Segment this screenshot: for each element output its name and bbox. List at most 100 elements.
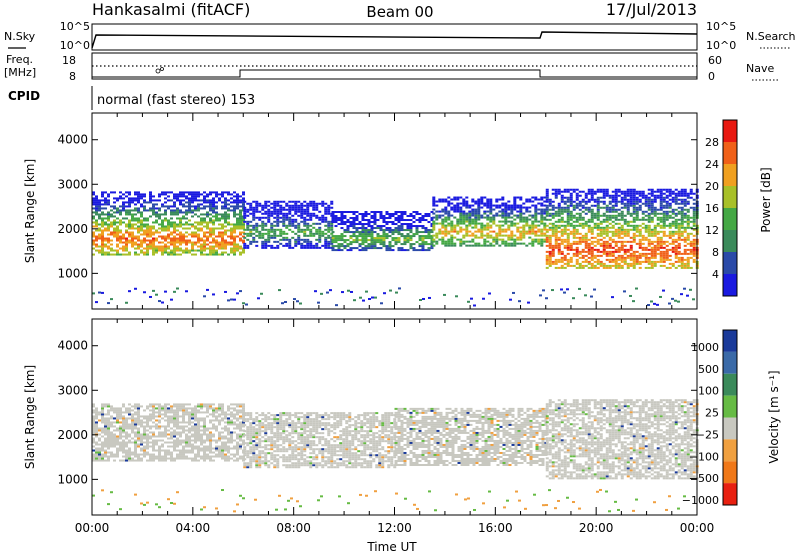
power-cell (230, 209, 233, 212)
power-cell (465, 212, 469, 215)
velocity-cell (218, 447, 221, 450)
power-cell (143, 233, 146, 236)
power-cell (155, 229, 158, 232)
velocity-cell (188, 411, 191, 414)
power-cell (671, 250, 675, 253)
power-cell (349, 225, 353, 228)
power-cell (146, 235, 149, 238)
velocity-cell (92, 415, 95, 418)
power-cell (468, 218, 472, 221)
power-cell (483, 224, 487, 227)
power-cell (125, 225, 128, 228)
power-cell (255, 224, 259, 227)
power-cell (355, 219, 359, 222)
power-cell (543, 204, 547, 207)
power-cell (456, 230, 460, 233)
velocity-cell (125, 437, 128, 440)
power-cell (566, 222, 570, 225)
power-cell (599, 262, 603, 265)
power-cell (273, 210, 277, 213)
power-cell (303, 232, 307, 235)
velocity-cell (146, 441, 149, 444)
power-cell (122, 217, 125, 220)
power-cell (188, 203, 191, 206)
power-cell (128, 197, 131, 200)
power-cell (686, 294, 689, 297)
power-cell (321, 244, 325, 247)
velocity-cell (155, 443, 158, 446)
power-cell (337, 223, 341, 226)
power-cell (674, 202, 678, 205)
power-cell (113, 201, 116, 204)
velocity-cell (203, 449, 206, 452)
power-cell (692, 228, 696, 231)
power-cell (483, 226, 487, 229)
velocity-cell (107, 439, 110, 442)
velocity-cell (101, 417, 104, 420)
power-cell (270, 222, 274, 225)
power-cell (107, 253, 110, 256)
power-cell (614, 228, 618, 231)
power-cell (101, 193, 104, 196)
power-cell (513, 222, 517, 225)
power-cell (104, 191, 107, 194)
power-cell (605, 232, 609, 235)
power-cell (110, 213, 113, 216)
power-cell (137, 221, 140, 224)
power-cell (498, 220, 502, 223)
power-cell (264, 240, 268, 243)
power-cell (373, 215, 377, 218)
power-cell (255, 204, 259, 207)
power-cell (125, 217, 128, 220)
power-cell (364, 213, 368, 216)
power-cell (551, 230, 555, 233)
velocity-cell (98, 449, 101, 452)
power-cell (641, 192, 645, 195)
power-cell (116, 253, 119, 256)
power-cell (584, 222, 588, 225)
velocity-cell (218, 455, 221, 458)
power-cell (155, 231, 158, 234)
power-cell (188, 201, 191, 204)
power-cell (224, 215, 227, 218)
velocity-cell (137, 431, 140, 434)
power-cell (680, 214, 684, 217)
power-cell (340, 219, 344, 222)
velocity-cell (191, 417, 194, 420)
power-cell (239, 221, 242, 224)
power-cell (400, 227, 404, 230)
power-cell (367, 225, 371, 228)
power-cell (471, 200, 475, 203)
power-cell (590, 236, 594, 239)
power-cell (131, 219, 134, 222)
power-cell (206, 205, 209, 208)
velocity-cell (95, 435, 98, 438)
power-cell (312, 244, 316, 247)
power-cell (641, 234, 645, 237)
power-cell (252, 236, 256, 239)
velocity-cell (119, 443, 122, 446)
power-cell (692, 216, 696, 219)
power-cell (246, 244, 250, 247)
power-cell (501, 242, 505, 245)
power-cell (346, 243, 350, 246)
power-cell (596, 232, 600, 235)
power-cell (432, 216, 436, 219)
velocity-cell (152, 407, 155, 410)
power-cell (662, 242, 666, 245)
power-cell (182, 199, 185, 202)
power-cell (312, 204, 316, 207)
velocity-cell (218, 421, 221, 424)
power-cell (677, 230, 681, 233)
power-cell (596, 266, 600, 269)
power-cell (143, 291, 146, 294)
velocity-cell (164, 409, 167, 412)
power-cell (632, 198, 636, 201)
power-cell (635, 212, 639, 215)
power-cell (638, 232, 642, 235)
power-cell (140, 249, 143, 252)
power-cell (137, 247, 140, 250)
power-cell (370, 231, 374, 234)
power-cell (596, 222, 600, 225)
power-cell (596, 228, 600, 231)
